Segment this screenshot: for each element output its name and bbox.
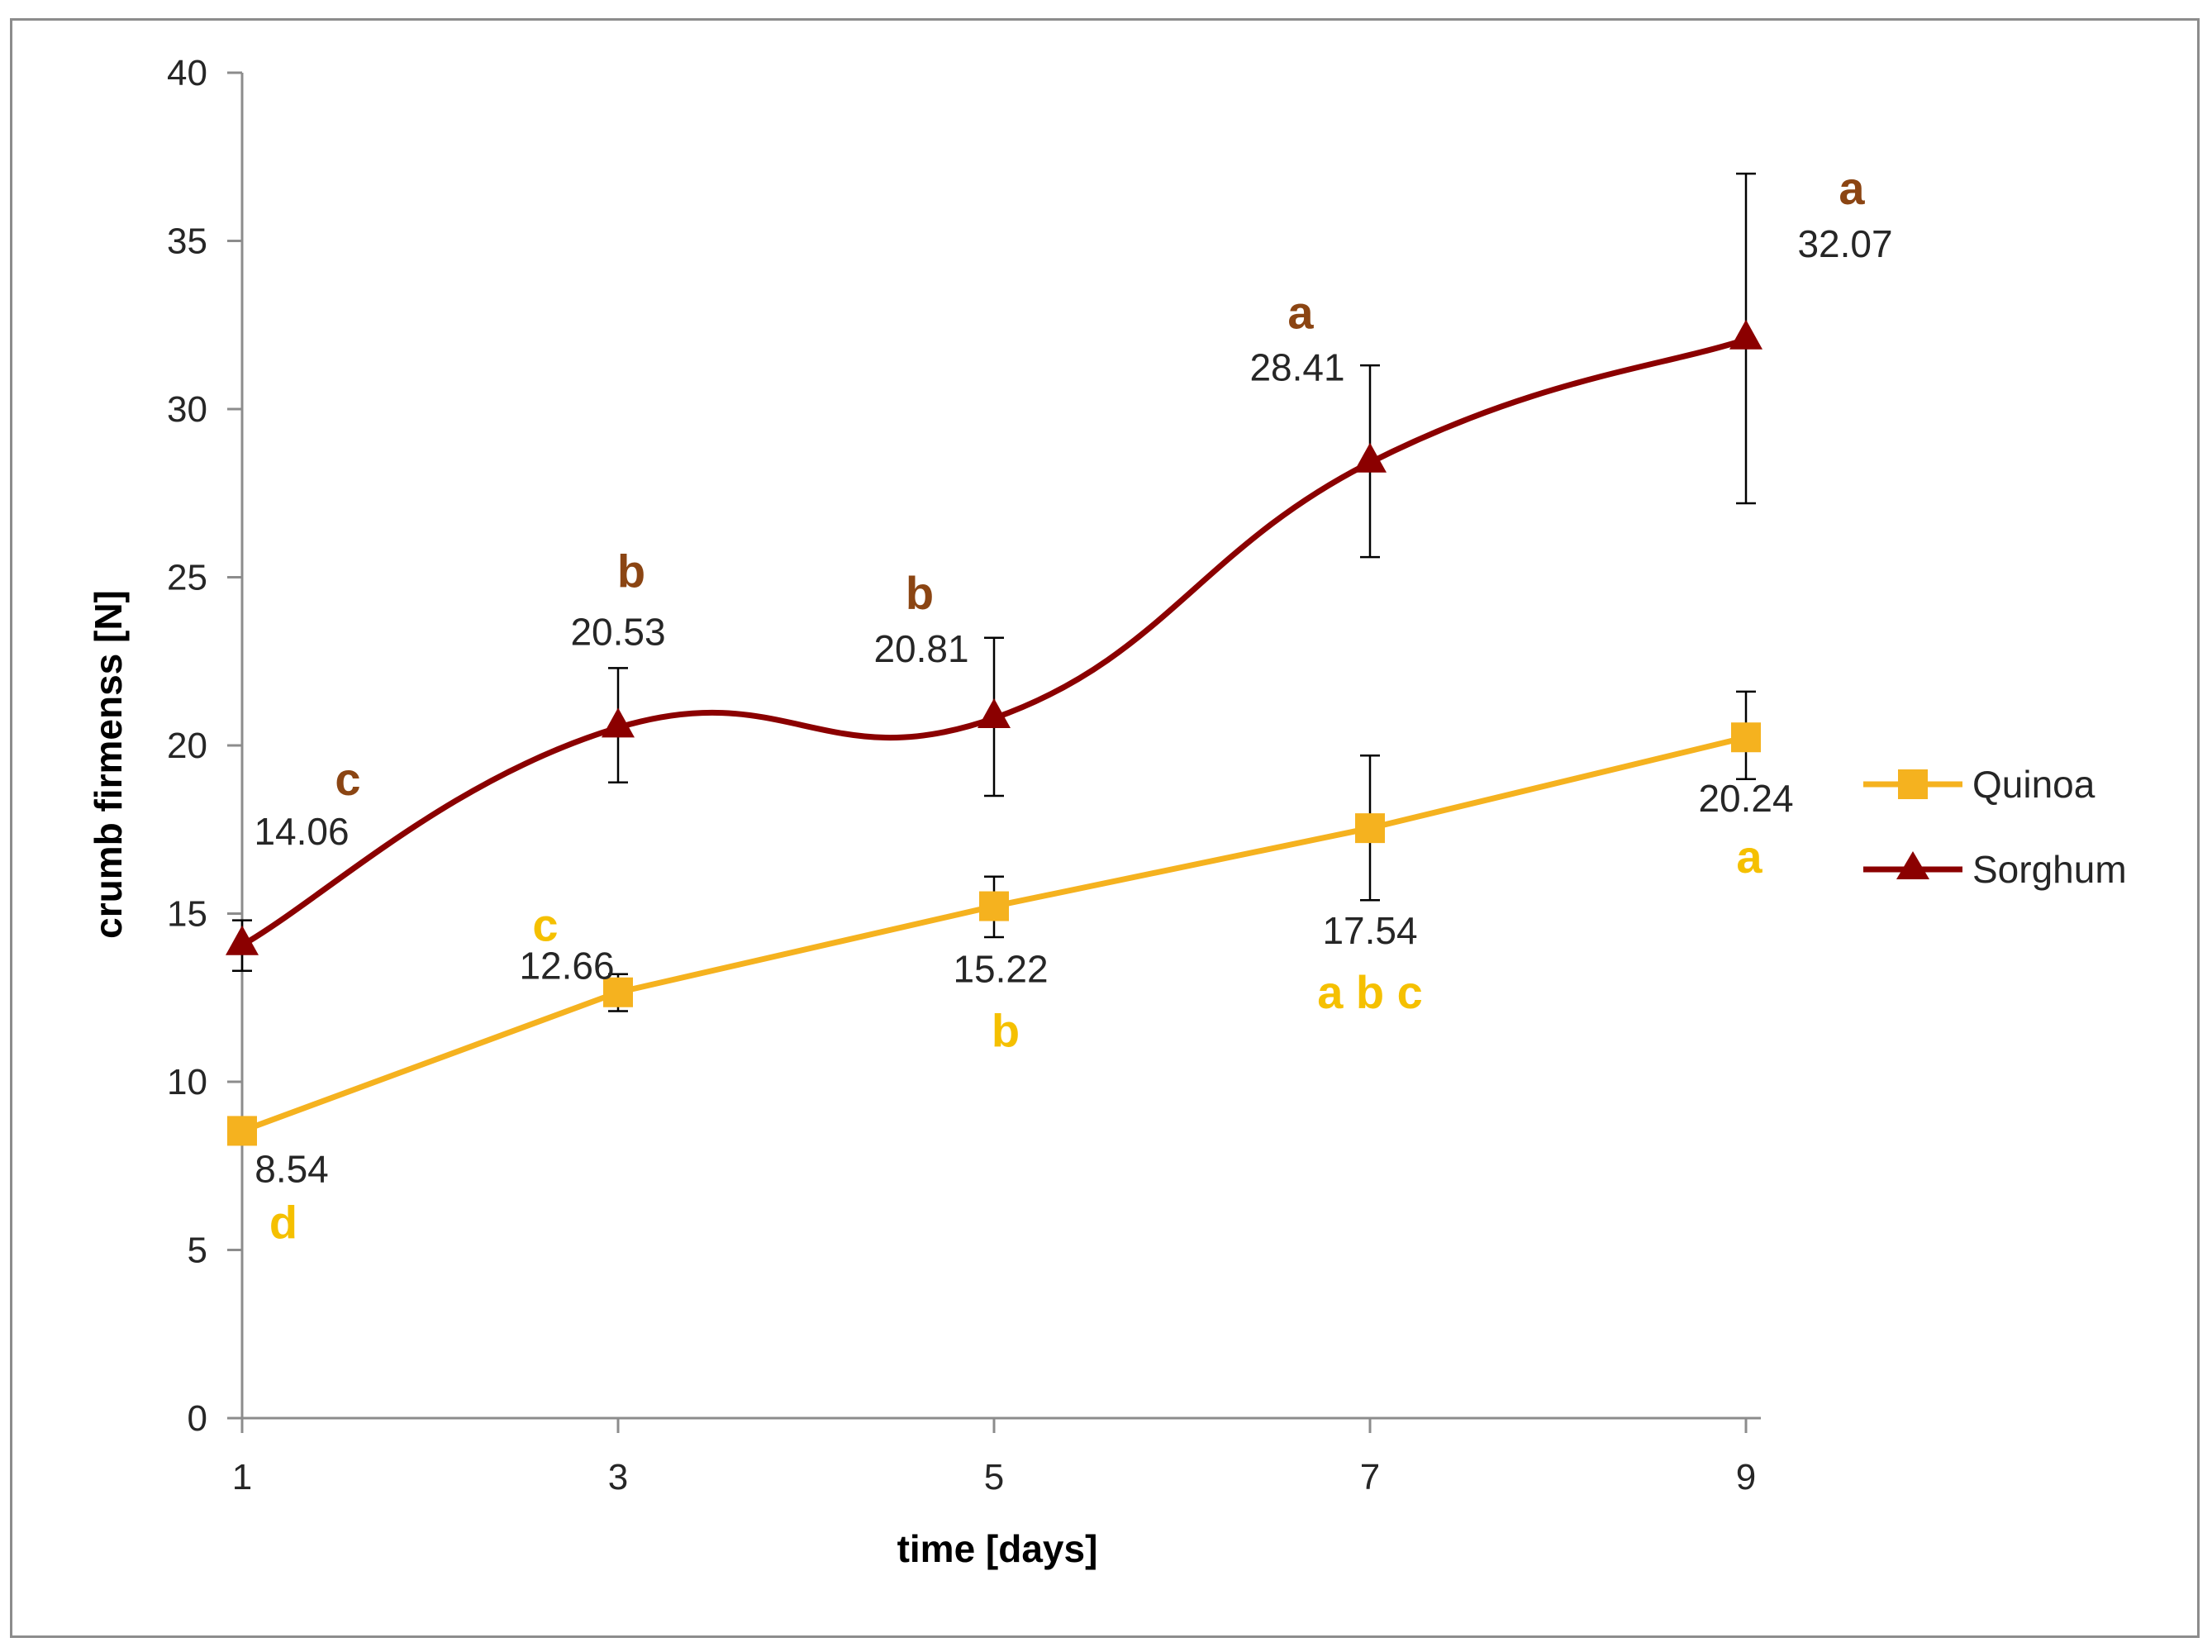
significance-letter-quinoa: d bbox=[269, 1196, 297, 1248]
significance-letter-quinoa: a b c bbox=[1317, 966, 1423, 1018]
significance-letter-sorghum: c bbox=[335, 753, 360, 805]
data-point-quinoa bbox=[603, 977, 633, 1007]
x-tick-label: 9 bbox=[1736, 1457, 1756, 1497]
data-point-quinoa bbox=[979, 891, 1009, 921]
y-tick-label: 10 bbox=[167, 1062, 207, 1102]
value-label-quinoa: 15.22 bbox=[953, 948, 1048, 991]
data-point-quinoa bbox=[1355, 813, 1385, 844]
value-label-quinoa: 12.66 bbox=[519, 945, 614, 988]
data-point-sorghum bbox=[1729, 319, 1762, 350]
x-tick-label: 3 bbox=[608, 1457, 628, 1497]
value-label-sorghum: 14.06 bbox=[254, 810, 349, 853]
y-tick-label: 25 bbox=[167, 558, 207, 598]
x-axis-title: time [days] bbox=[897, 1527, 1098, 1570]
significance-letter-quinoa: a bbox=[1736, 831, 1762, 883]
legend-item-sorghum: Sorghum bbox=[1863, 848, 2127, 891]
x-tick-label: 1 bbox=[232, 1457, 252, 1497]
y-axis-title: crumb firmenss [N] bbox=[87, 590, 130, 939]
value-label-quinoa: 8.54 bbox=[254, 1147, 329, 1190]
legend-marker-sorghum bbox=[1896, 851, 1929, 879]
data-point-quinoa bbox=[227, 1116, 257, 1146]
y-tick-label: 30 bbox=[167, 389, 207, 430]
y-tick-label: 40 bbox=[167, 53, 207, 93]
y-tick-label: 35 bbox=[167, 221, 207, 262]
legend-label-quinoa: Quinoa bbox=[1972, 763, 2095, 806]
data-point-sorghum bbox=[226, 925, 259, 955]
significance-letter-quinoa: c bbox=[532, 899, 558, 951]
value-label-sorghum: 28.41 bbox=[1249, 346, 1344, 389]
data-point-quinoa bbox=[1731, 722, 1761, 753]
value-label-quinoa: 17.54 bbox=[1322, 909, 1417, 952]
legend-item-quinoa: Quinoa bbox=[1863, 763, 2095, 806]
value-label-sorghum: 20.81 bbox=[873, 627, 968, 670]
legend: Quinoa Sorghum bbox=[1863, 763, 2127, 891]
significance-letter-sorghum: b bbox=[906, 567, 934, 619]
legend-label-sorghum: Sorghum bbox=[1972, 848, 2127, 891]
significance-letter-sorghum: b bbox=[617, 545, 645, 597]
chart-frame: 0 5 10 15 20 25 30 35 40 1 3 5 7 9 8.54 d 12.66 c 15.22 b 1… bbox=[10, 18, 2200, 1638]
x-tick-label: 5 bbox=[984, 1457, 1004, 1497]
x-tick-label: 7 bbox=[1360, 1457, 1380, 1497]
y-tick-label: 5 bbox=[188, 1231, 207, 1271]
legend-marker-quinoa bbox=[1898, 769, 1928, 799]
value-label-sorghum: 32.07 bbox=[1797, 222, 1892, 265]
value-label-sorghum: 20.53 bbox=[570, 610, 665, 653]
y-tick-label: 20 bbox=[167, 726, 207, 766]
significance-letter-quinoa: b bbox=[992, 1005, 1020, 1057]
data-point-sorghum bbox=[1353, 442, 1387, 473]
y-tick-label: 15 bbox=[167, 894, 207, 935]
data-point-sorghum bbox=[602, 707, 635, 738]
significance-letter-sorghum: a bbox=[1839, 162, 1865, 214]
value-label-quinoa: 20.24 bbox=[1698, 777, 1793, 820]
data-point-sorghum bbox=[978, 698, 1011, 729]
series-layer bbox=[226, 172, 1762, 1146]
significance-letter-sorghum: a bbox=[1287, 287, 1314, 339]
y-tick-label: 0 bbox=[188, 1398, 207, 1439]
